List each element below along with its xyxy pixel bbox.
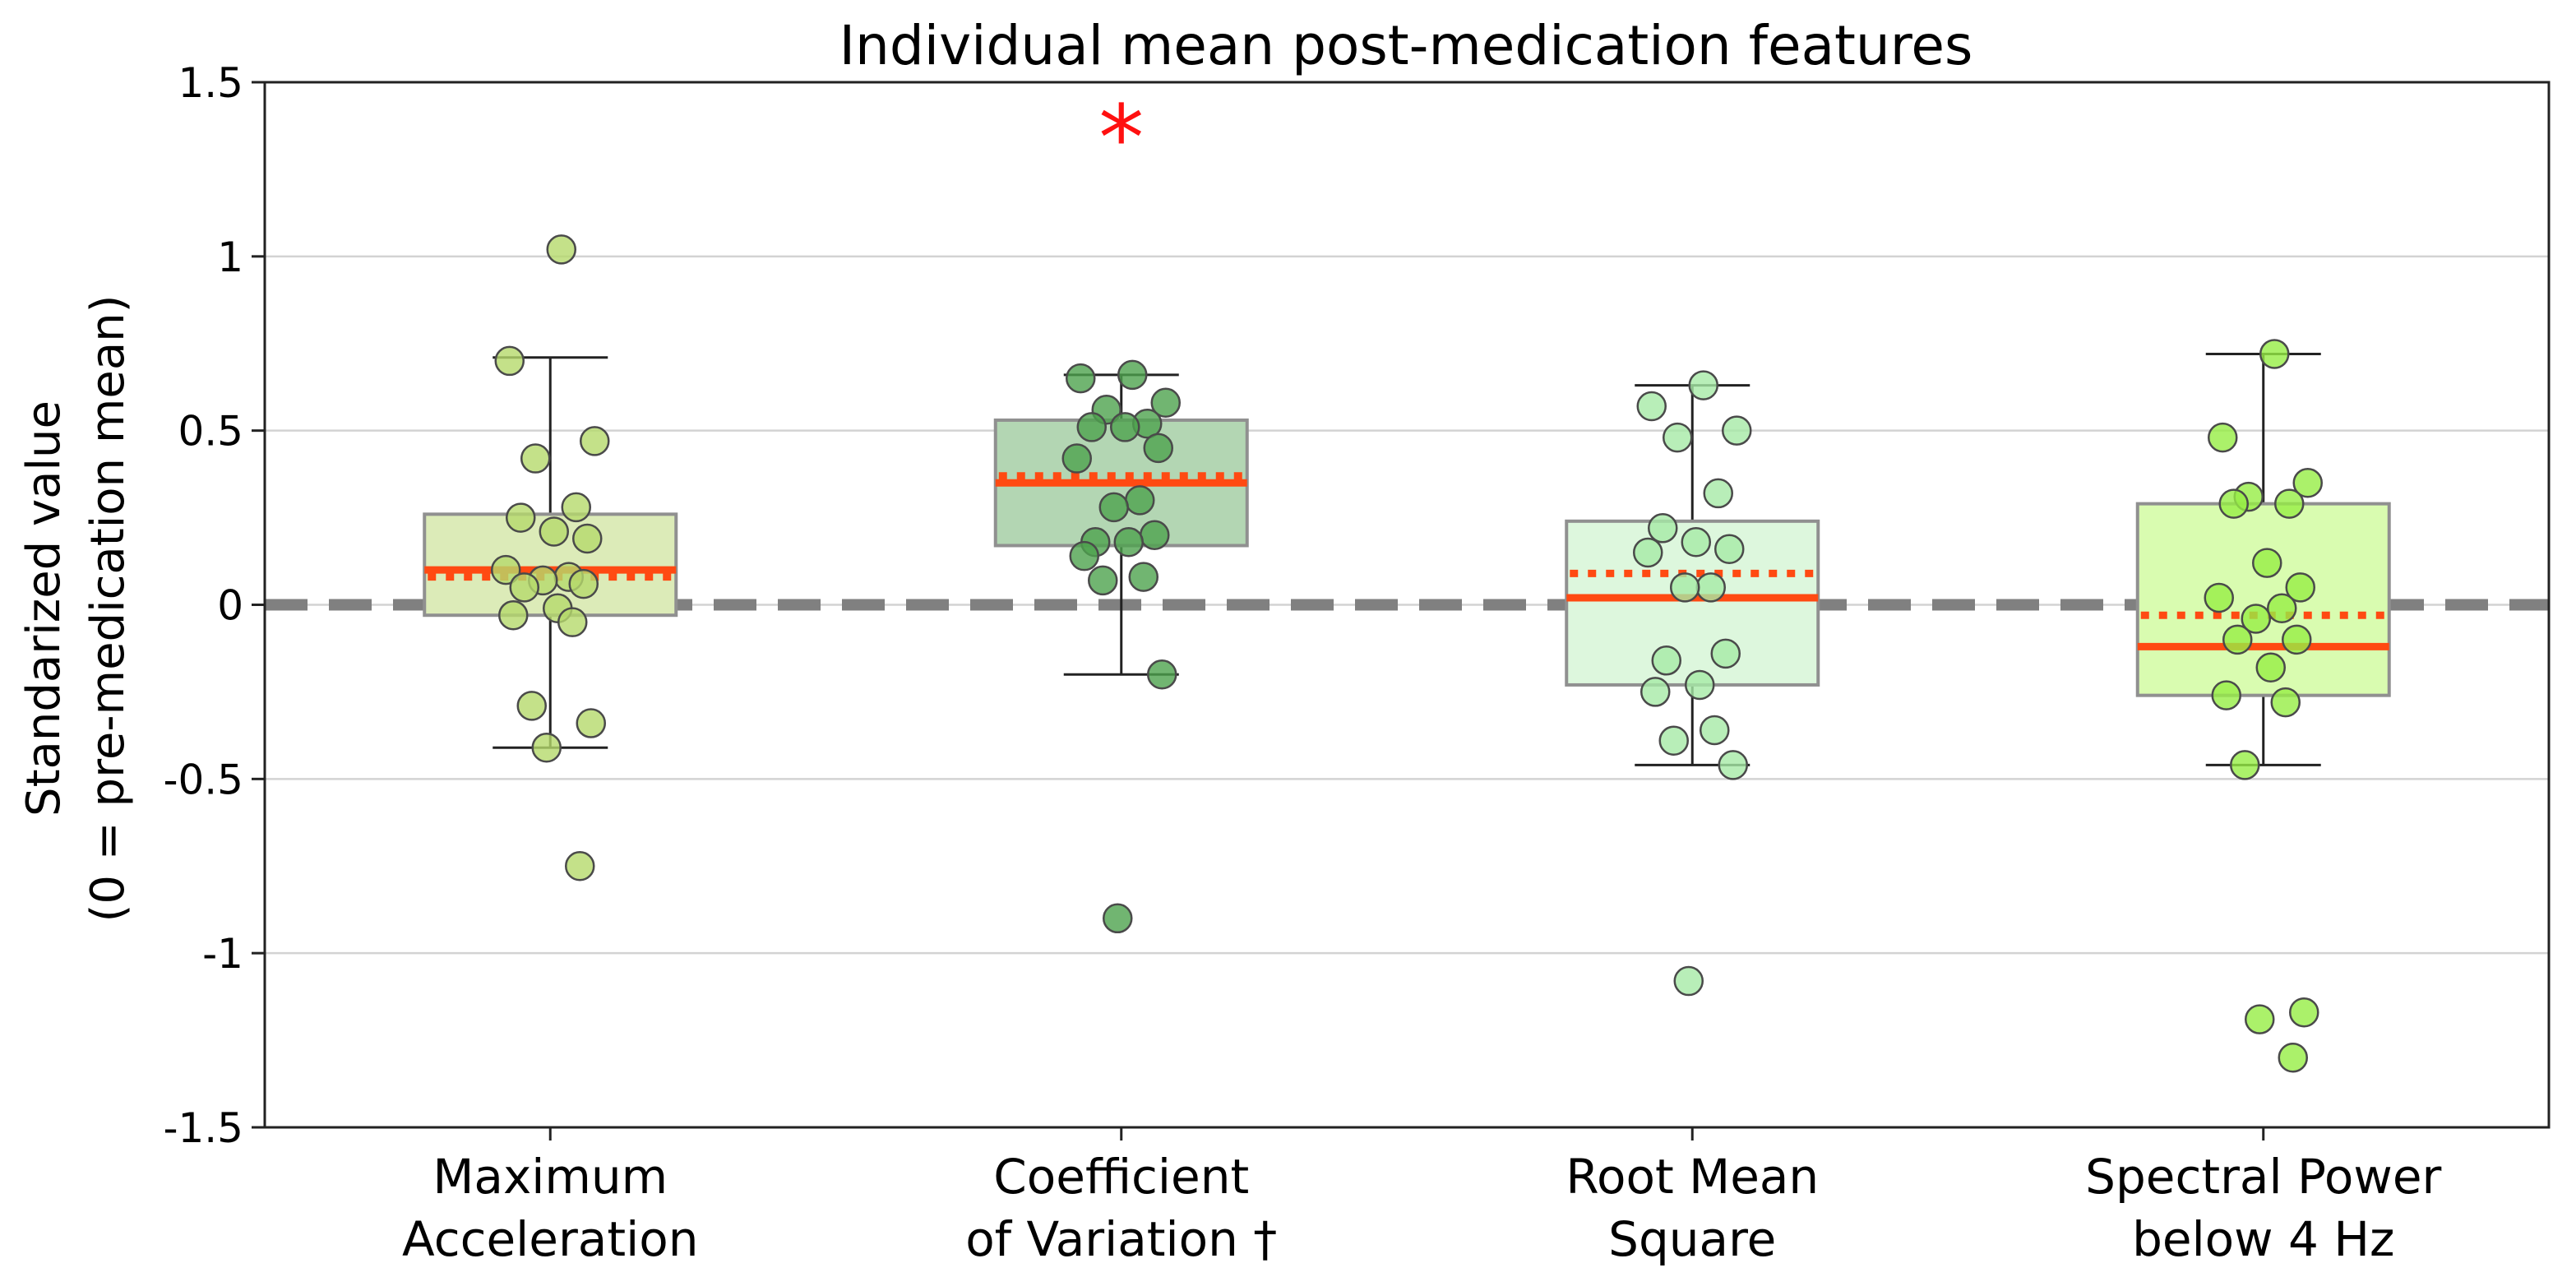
y-axis-label: Standarized value (0 = pre-medication me…	[17, 295, 135, 923]
data-point	[1688, 370, 1718, 400]
data-point	[2267, 593, 2297, 623]
data-point	[580, 426, 610, 456]
data-point	[576, 708, 606, 738]
data-point	[2255, 652, 2286, 683]
significance-marker: *	[1098, 86, 1144, 191]
data-point	[561, 492, 591, 523]
data-point	[494, 345, 525, 377]
data-point	[1681, 526, 1711, 558]
data-point	[2270, 687, 2301, 718]
data-point	[1061, 443, 1092, 474]
data-point	[531, 732, 562, 763]
data-point	[1633, 537, 1663, 568]
y-tick-label: -1	[202, 930, 243, 978]
data-point	[1703, 478, 1733, 509]
data-point	[546, 234, 576, 265]
data-point	[1718, 750, 1748, 780]
data-point	[1714, 534, 1745, 564]
data-point	[2230, 750, 2260, 780]
data-point	[1150, 387, 1181, 419]
data-point	[506, 502, 536, 533]
y-axis-label-line-1: Standarized value	[17, 400, 71, 817]
x-tick-label: of Variation †	[965, 1211, 1277, 1267]
data-point	[1685, 669, 1715, 701]
data-point	[2222, 624, 2253, 655]
x-tick-label: Maximum	[432, 1149, 668, 1205]
data-point	[2218, 488, 2249, 519]
data-point	[2274, 488, 2305, 519]
data-point	[491, 554, 521, 585]
data-point	[1110, 412, 1140, 442]
y-axis-ticks: 1.5 1 0.5 0 -0.5 -1 -1.5	[163, 59, 265, 1152]
data-point	[1128, 562, 1159, 592]
data-point	[1143, 433, 1173, 464]
data-point	[1640, 677, 1671, 707]
x-tick-label: Root Mean	[1565, 1149, 1819, 1205]
data-point	[2278, 1043, 2308, 1073]
data-point	[2252, 548, 2282, 578]
data-point	[2204, 582, 2234, 613]
data-point	[1648, 513, 1678, 544]
data-point	[1117, 359, 1148, 391]
data-point	[1103, 903, 1133, 934]
data-point	[1710, 638, 1741, 669]
data-point	[1140, 520, 1170, 551]
data-point	[1076, 412, 1107, 442]
data-point	[1088, 565, 1118, 596]
y-tick-label: 0.5	[178, 408, 243, 456]
data-point	[539, 516, 569, 547]
data-point	[557, 607, 588, 637]
data-point	[516, 691, 547, 721]
y-tick-label: 1.5	[178, 59, 243, 107]
y-axis-label-line-2: (0 = pre-medication mean)	[81, 295, 135, 923]
data-point	[2245, 1004, 2275, 1034]
data-point	[498, 599, 529, 631]
data-point	[568, 568, 599, 599]
data-point	[2211, 680, 2241, 710]
boxes: *	[423, 86, 2391, 766]
data-point	[2241, 604, 2271, 634]
data-point	[1695, 572, 1726, 603]
data-point	[1066, 363, 1096, 394]
x-tick-label: Acceleration	[402, 1211, 698, 1267]
data-point	[1673, 965, 1704, 997]
y-tick-label: -0.5	[163, 756, 243, 803]
data-point	[2292, 467, 2323, 498]
chart-title: Individual mean post-medication features	[839, 14, 1973, 77]
data-point	[1700, 715, 1730, 746]
data-point	[2289, 997, 2319, 1028]
data-point	[2285, 572, 2315, 603]
data-point	[1722, 415, 1752, 446]
data-point	[2259, 339, 2290, 369]
x-tick-label: Spectral Power	[2085, 1149, 2441, 1205]
y-tick-label: 1	[217, 234, 243, 281]
x-tick-label: Square	[1608, 1211, 1776, 1267]
data-point	[1658, 725, 1689, 756]
data-point	[1147, 659, 1177, 690]
y-tick-label: -1.5	[163, 1104, 243, 1152]
data-point	[1651, 645, 1681, 676]
data-point	[1663, 422, 1693, 453]
data-point	[2282, 624, 2312, 655]
y-tick-label: 0	[217, 582, 243, 630]
x-tick-label: Coefficient	[993, 1149, 1249, 1205]
data-point	[1098, 492, 1129, 523]
data-point	[572, 523, 603, 554]
data-points	[491, 234, 2323, 1073]
data-point	[1125, 485, 1155, 516]
data-point	[1113, 526, 1144, 558]
data-point	[509, 572, 539, 603]
x-axis-ticks: Maximum Acceleration Coefficient of Variati…	[402, 1127, 2442, 1267]
x-tick-label: below 4 Hz	[2132, 1211, 2394, 1267]
data-point	[1636, 391, 1667, 422]
data-point	[520, 443, 551, 474]
data-point	[565, 851, 595, 881]
data-point	[1069, 540, 1099, 571]
data-point	[2208, 422, 2238, 453]
data-point	[1670, 572, 1700, 603]
